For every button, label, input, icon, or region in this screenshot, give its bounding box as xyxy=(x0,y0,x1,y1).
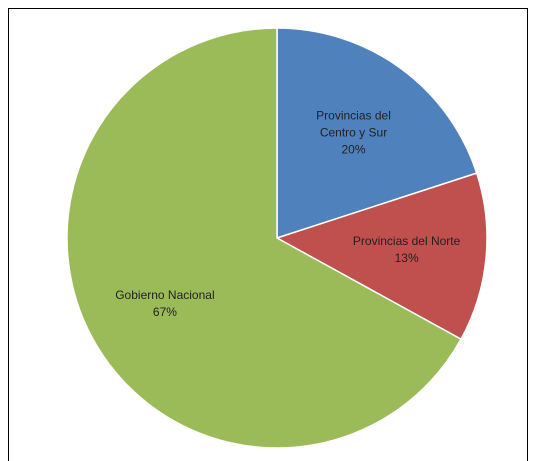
slice-percent: 13% xyxy=(394,251,419,266)
pie-slice xyxy=(66,27,463,449)
slice-percent: 67% xyxy=(152,305,177,320)
pie-slice xyxy=(276,27,478,240)
pie-slice xyxy=(275,172,488,341)
slice-label: Gobierno Nacional 67% xyxy=(110,287,220,321)
slice-name: Gobierno Nacional xyxy=(115,288,215,303)
slice-label: Provincias del Centro y Sur 20% xyxy=(299,107,409,158)
slice-label: Provincias del Norte 13% xyxy=(352,233,462,267)
slice-name: Provincias del Norte xyxy=(352,234,461,249)
slice-name: Provincias del Centro y Sur xyxy=(316,108,391,140)
slice-percent: 20% xyxy=(341,142,366,157)
